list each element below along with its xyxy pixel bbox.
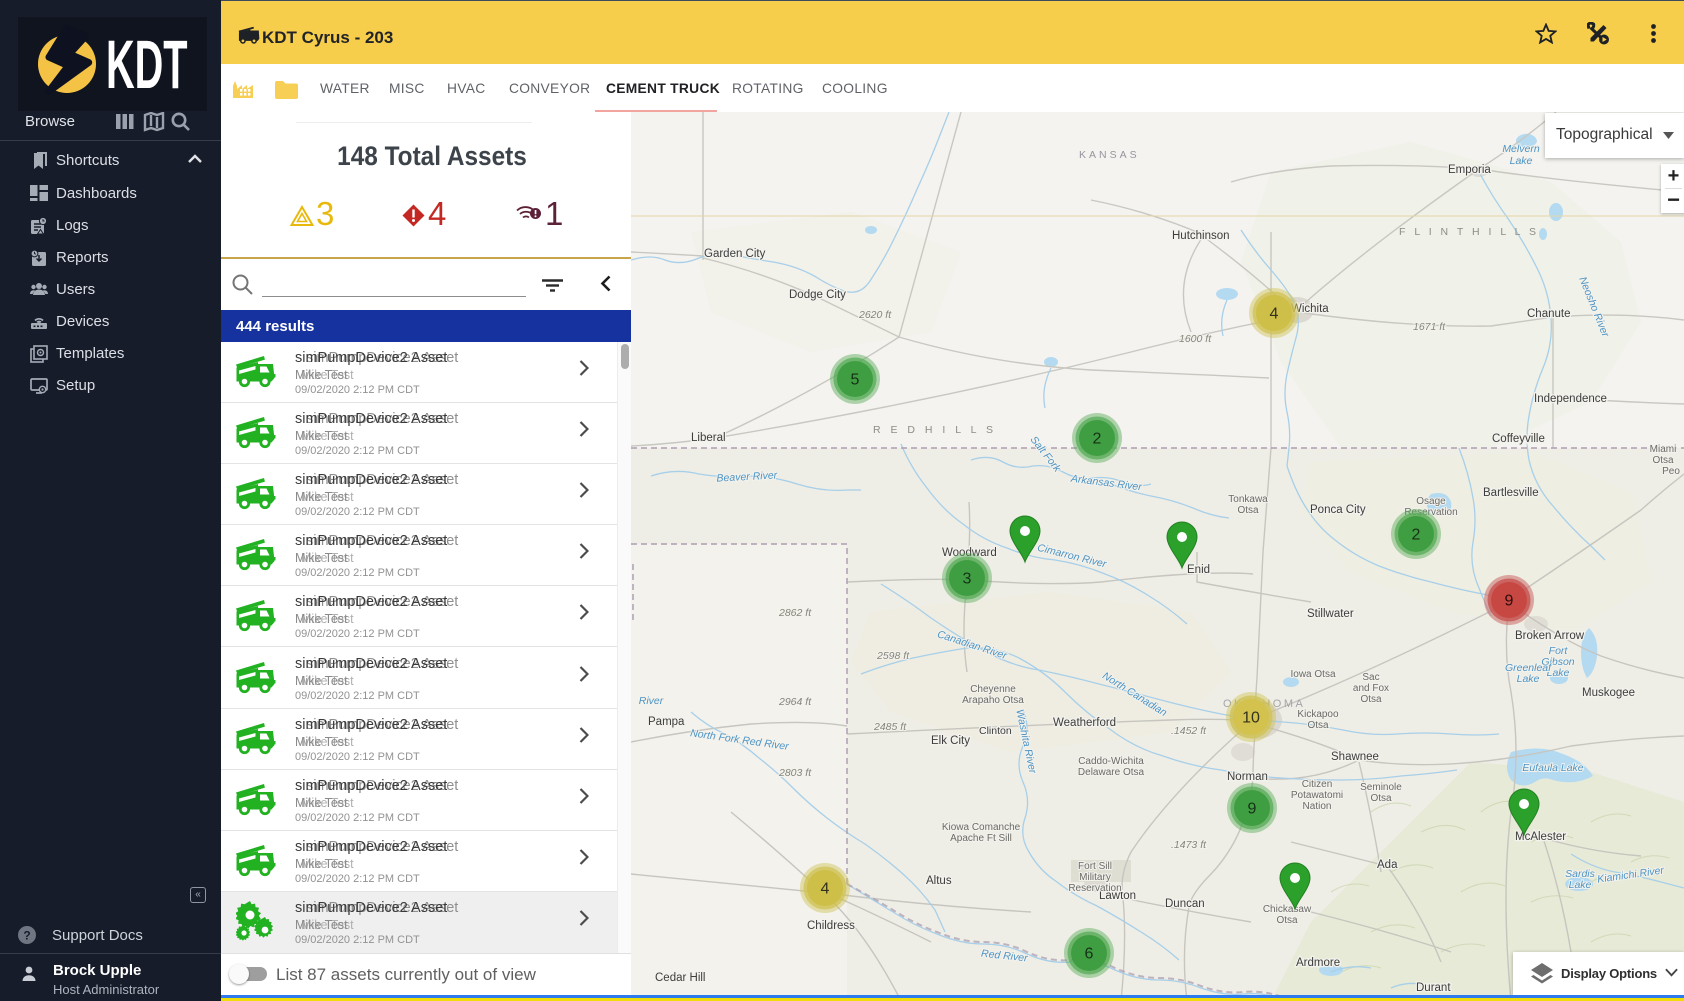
svg-text:4: 4 [1270,306,1279,323]
svg-text:Ponca City: Ponca City [1310,504,1366,516]
svg-text:.1452 ft: .1452 ft [1171,725,1207,737]
svg-text:F L I N T H I L L S: F L I N T H I L L S [1399,226,1539,238]
svg-text:Sardis: Sardis [1565,868,1596,880]
svg-text:Military: Military [1079,872,1111,883]
svg-text:Sac: Sac [1362,672,1379,683]
svg-text:Pampa: Pampa [648,716,685,728]
svg-text:Lake: Lake [1569,879,1592,891]
svg-text:Elk City: Elk City [931,735,970,747]
svg-text:Altus: Altus [926,875,952,887]
svg-text:Independence: Independence [1534,393,1607,405]
svg-text:McAlester: McAlester [1515,831,1566,843]
svg-text:Norman: Norman [1227,771,1268,783]
svg-text:Lake: Lake [1517,673,1540,685]
svg-text:9: 9 [1505,593,1514,610]
svg-text:Emporia: Emporia [1448,164,1491,176]
svg-text:1671 ft: 1671 ft [1413,321,1446,333]
svg-text:Apache Ft Sill: Apache Ft Sill [950,833,1012,844]
svg-text:2862 ft: 2862 ft [778,607,812,619]
svg-text:Dodge City: Dodge City [789,289,846,301]
svg-text:Bartlesville: Bartlesville [1483,487,1539,499]
svg-text:Potawatomi: Potawatomi [1291,790,1343,801]
svg-text:Cedar Hill: Cedar Hill [655,972,706,984]
svg-text:Durant: Durant [1416,982,1451,994]
svg-text:Iowa Otsa: Iowa Otsa [1290,669,1335,680]
svg-text:Miami: Miami [1650,444,1677,455]
svg-text:2803 ft: 2803 ft [778,767,812,779]
svg-text:Wichita: Wichita [1291,303,1329,315]
svg-text:Arapaho Otsa: Arapaho Otsa [962,695,1024,706]
svg-text:6: 6 [1085,946,1094,963]
svg-text:Lake: Lake [1547,667,1570,679]
svg-text:Chickasaw: Chickasaw [1263,904,1312,915]
svg-text:Otsa: Otsa [1237,505,1259,516]
svg-text:2620 ft: 2620 ft [858,309,892,321]
svg-text:.1473 ft: .1473 ft [1171,839,1207,851]
svg-text:R E D H I L L S: R E D H I L L S [873,424,997,436]
svg-text:4: 4 [821,881,830,898]
svg-text:Peo: Peo [1662,466,1680,477]
svg-text:Otsa: Otsa [1360,694,1382,705]
svg-text:Eufaula Lake: Eufaula Lake [1522,762,1583,774]
svg-text:Otsa: Otsa [1652,455,1674,466]
svg-text:Broken Arrow: Broken Arrow [1515,630,1585,642]
svg-text:10: 10 [1242,710,1260,727]
svg-text:Citizen: Citizen [1302,779,1333,790]
svg-text:Tonkawa: Tonkawa [1228,494,1268,505]
svg-text:Hutchinson: Hutchinson [1172,230,1230,242]
svg-text:Kiowa Comanche: Kiowa Comanche [942,822,1021,833]
svg-text:2: 2 [1093,431,1102,448]
svg-text:Duncan: Duncan [1165,898,1205,910]
svg-text:Seminole: Seminole [1360,782,1402,793]
svg-text:2964 ft: 2964 ft [778,696,812,708]
svg-text:Nation: Nation [1303,801,1332,812]
svg-text:2598 ft: 2598 ft [876,650,910,662]
svg-text:Muskogee: Muskogee [1582,687,1635,699]
svg-text:Reservation: Reservation [1068,883,1121,894]
svg-text:Lake: Lake [1510,155,1533,167]
svg-text:Gibson: Gibson [1541,656,1574,668]
svg-text:Melvern: Melvern [1502,143,1540,155]
svg-text:2: 2 [1412,527,1421,544]
svg-text:Fort: Fort [1549,645,1569,657]
svg-text:Ardmore: Ardmore [1296,957,1340,969]
svg-text:Delaware Otsa: Delaware Otsa [1078,767,1145,778]
svg-text:5: 5 [851,372,860,389]
svg-text:Lawton: Lawton [1099,890,1136,902]
svg-text:Otsa: Otsa [1307,720,1329,731]
svg-text:Enid: Enid [1187,564,1210,576]
svg-text:Beaver River: Beaver River [716,469,778,484]
svg-text:Clinton: Clinton [979,725,1012,737]
svg-text:Liberal: Liberal [691,432,726,444]
svg-text:and Fox: and Fox [1353,683,1389,694]
svg-text:Caddo-Wichita: Caddo-Wichita [1078,756,1144,767]
svg-text:Woodward: Woodward [942,547,997,559]
svg-text:River: River [639,695,664,707]
svg-text:3: 3 [963,571,972,588]
svg-text:Greenleaf: Greenleaf [1505,662,1552,674]
svg-text:2485 ft: 2485 ft [873,721,907,733]
svg-text:Ada: Ada [1377,859,1398,871]
svg-text:9: 9 [1248,801,1257,818]
svg-text:Cheyenne: Cheyenne [970,684,1016,695]
svg-text:Osage: Osage [1416,496,1446,507]
svg-text:Shawnee: Shawnee [1331,751,1379,763]
svg-text:Childress: Childress [807,920,855,932]
svg-text:KANSAS: KANSAS [1079,149,1140,161]
svg-text:1600 ft: 1600 ft [1179,333,1212,345]
svg-text:?: ? [23,929,30,943]
svg-text:Fort Sill: Fort Sill [1078,861,1112,872]
svg-text:Stillwater: Stillwater [1307,608,1354,620]
svg-text:Otsa: Otsa [1370,793,1392,804]
svg-text:Weatherford: Weatherford [1053,717,1116,729]
svg-text:Chanute: Chanute [1527,308,1570,320]
svg-text:Kickapoo: Kickapoo [1297,709,1339,720]
svg-text:Otsa: Otsa [1276,915,1298,926]
svg-text:Coffeyville: Coffeyville [1492,433,1545,445]
svg-text:Garden City: Garden City [704,248,766,260]
